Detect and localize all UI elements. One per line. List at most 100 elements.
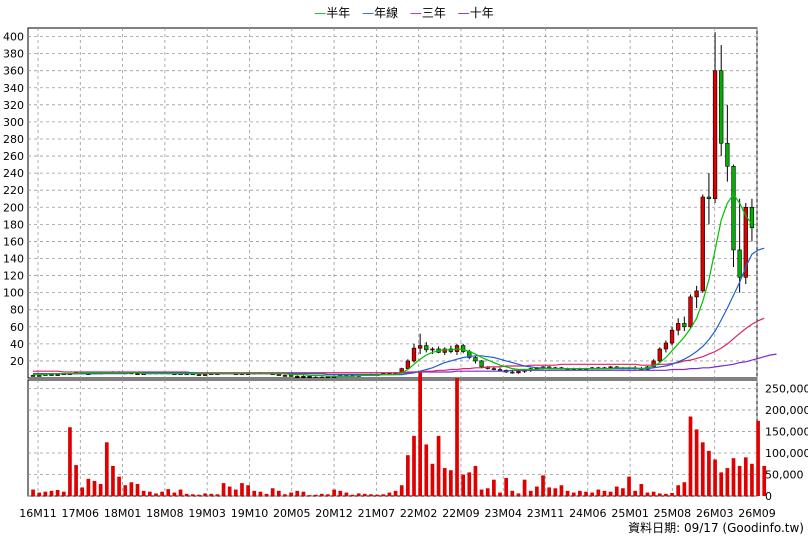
price-tick-label: 20	[10, 355, 24, 368]
volume-bar	[49, 490, 54, 496]
volume-bar	[203, 493, 207, 496]
candle-body	[276, 374, 281, 376]
candle-body	[694, 290, 699, 298]
volume-bar	[258, 491, 263, 496]
price-tick-label: 340	[3, 82, 24, 95]
x-tick-label: 25M08	[654, 507, 692, 520]
volume-bar	[510, 490, 515, 496]
x-tick-label: 25M01	[611, 507, 649, 520]
volume-bar	[590, 492, 595, 496]
volume-bar	[504, 477, 509, 496]
volume-bar	[639, 483, 644, 496]
volume-bar	[608, 491, 613, 496]
price-tick-label: 140	[3, 252, 24, 265]
volume-bar	[467, 472, 472, 496]
volume-bar	[399, 485, 404, 496]
volume-bar	[43, 491, 48, 496]
x-tick-label: 22M09	[442, 507, 480, 520]
volume-bar	[455, 377, 459, 496]
price-tick-label: 380	[3, 48, 24, 61]
volume-tick-label: 50,000	[765, 469, 804, 482]
volume-bar	[418, 371, 422, 496]
volume-bar	[147, 491, 152, 496]
volume-bar	[227, 486, 232, 496]
volume-bar	[92, 480, 97, 496]
candle-body	[510, 371, 515, 374]
volume-bar	[233, 489, 238, 496]
volume-bar	[707, 450, 711, 496]
legend-label-ten-year: 十年	[469, 6, 494, 20]
volume-bar	[725, 468, 730, 496]
price-tick-label: 300	[3, 116, 24, 129]
price-tick-label: 160	[3, 235, 24, 248]
volume-bar	[584, 491, 588, 496]
candle-body	[55, 374, 60, 376]
volume-bar	[135, 483, 140, 496]
x-tick-label: 26M09	[738, 507, 776, 520]
legend-swatch: —	[409, 6, 422, 20]
volume-bar	[541, 475, 545, 496]
volume-bar	[363, 493, 367, 496]
volume-bar	[326, 494, 330, 496]
volume-bar	[190, 494, 195, 496]
volume-bar	[528, 490, 533, 496]
volume-bar	[479, 489, 484, 496]
candle-body	[442, 348, 447, 353]
x-tick-label: 20M05	[273, 507, 311, 520]
volume-bar	[473, 465, 478, 496]
volume-bar	[270, 488, 275, 496]
volume-bar	[68, 427, 72, 496]
x-tick-label: 23M04	[484, 507, 522, 520]
volume-bar	[387, 492, 392, 496]
volume-tick-label: 250,000	[765, 383, 808, 396]
volume-bar	[651, 491, 656, 496]
volume-bar	[338, 490, 343, 496]
candle-body	[719, 70, 724, 144]
volume-bar	[547, 487, 552, 496]
volume-bar	[160, 491, 164, 496]
volume-bar	[74, 465, 78, 496]
volume-bar	[627, 476, 631, 496]
price-tick-label: 280	[3, 133, 24, 146]
volume-bar	[565, 490, 570, 496]
volume-bar	[61, 491, 66, 496]
volume-bar	[320, 493, 324, 496]
volume-bar	[31, 489, 35, 496]
volume-bar	[430, 463, 435, 496]
candle-body	[30, 375, 36, 377]
candle-body	[461, 345, 466, 352]
volume-bar	[301, 491, 306, 496]
candle-body	[651, 360, 656, 368]
volume-bar	[117, 476, 121, 496]
price-tick-label: 400	[3, 31, 24, 44]
candle-body	[135, 373, 140, 376]
volume-bar	[535, 486, 539, 496]
price-tick-label: 80	[10, 304, 24, 317]
candle-body	[424, 345, 429, 351]
x-tick-label: 26M03	[696, 507, 734, 520]
volume-bar	[449, 470, 453, 496]
volume-bar	[670, 492, 674, 496]
x-tick-label: 24M06	[569, 507, 607, 520]
candle-body	[737, 249, 742, 278]
volume-bar	[621, 488, 625, 496]
price-tick-label: 200	[3, 201, 24, 214]
volume-bar	[664, 493, 668, 496]
volume-bar	[442, 468, 447, 496]
volume-bar	[682, 482, 687, 496]
candle-body	[682, 323, 687, 328]
legend-swatch: —	[362, 6, 375, 20]
candle-body	[731, 165, 736, 251]
volume-bar	[424, 444, 429, 496]
price-tick-label: 120	[3, 270, 24, 283]
volume-bar	[614, 486, 619, 496]
candle-body	[307, 375, 312, 378]
volume-bar	[492, 479, 496, 496]
volume-bar	[571, 492, 576, 496]
volume-bar	[596, 489, 601, 496]
volume-bar	[215, 494, 220, 496]
volume-bar	[313, 494, 318, 496]
volume-bar	[252, 490, 257, 496]
